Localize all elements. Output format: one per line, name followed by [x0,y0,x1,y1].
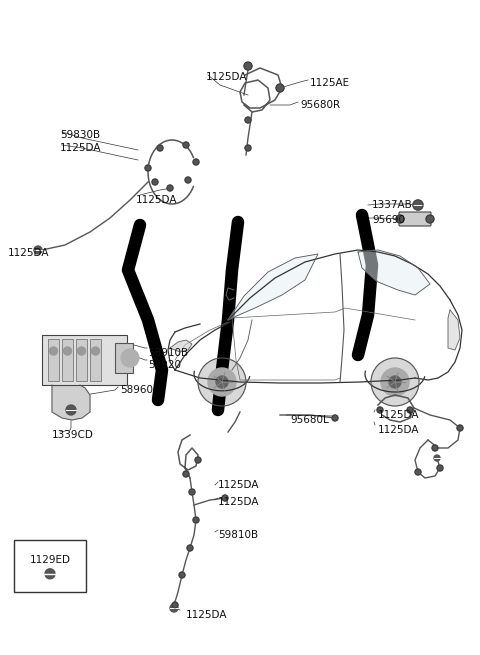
Circle shape [167,185,173,191]
Text: 1337AB: 1337AB [372,200,413,210]
Circle shape [426,215,434,223]
Circle shape [396,215,404,223]
Circle shape [245,117,251,123]
Circle shape [434,455,440,461]
Circle shape [381,368,409,396]
Text: 58910B: 58910B [148,348,188,358]
Text: 1125AE: 1125AE [310,78,350,88]
Bar [90,339,101,381]
Bar [42,335,127,385]
Text: 1125DA: 1125DA [206,72,248,82]
Circle shape [66,405,76,415]
Bar [62,339,73,381]
Bar [48,339,59,381]
Text: 1125DA: 1125DA [378,425,420,435]
Circle shape [437,465,443,471]
Text: 95690: 95690 [372,215,405,225]
Circle shape [145,165,151,171]
Circle shape [244,62,252,70]
Circle shape [34,246,42,254]
Polygon shape [358,250,430,295]
Bar [14,540,86,592]
Circle shape [152,179,158,185]
Circle shape [407,407,413,413]
Circle shape [183,471,189,477]
Text: 95680R: 95680R [300,100,340,110]
Polygon shape [228,254,318,320]
Text: 1339CD: 1339CD [52,430,94,440]
Circle shape [371,358,419,406]
Circle shape [49,347,58,355]
Circle shape [457,425,463,431]
Circle shape [63,347,72,355]
Circle shape [208,368,236,396]
Text: 1125DA: 1125DA [218,497,260,507]
Circle shape [389,376,401,388]
Circle shape [432,445,438,451]
Circle shape [222,495,228,501]
Circle shape [415,469,421,475]
Text: 59830B: 59830B [60,130,100,140]
Circle shape [92,347,99,355]
Circle shape [195,457,201,463]
Polygon shape [52,385,90,420]
Circle shape [193,159,199,165]
Bar [115,343,133,373]
Text: 1125DA: 1125DA [60,143,101,153]
Text: 58960: 58960 [120,385,153,395]
Text: 1125DA: 1125DA [218,480,260,490]
Circle shape [183,142,189,148]
Circle shape [187,545,193,551]
Circle shape [245,145,251,151]
Circle shape [45,569,55,579]
Text: 1125DA: 1125DA [136,195,178,205]
Circle shape [121,349,139,367]
Circle shape [216,376,228,388]
Bar [76,339,87,381]
Polygon shape [448,310,460,350]
Circle shape [193,517,199,523]
Circle shape [198,358,246,406]
Text: 59810B: 59810B [218,530,258,540]
Circle shape [189,489,195,495]
Circle shape [170,604,178,612]
FancyBboxPatch shape [399,212,431,226]
Text: 1125DA: 1125DA [378,410,420,420]
Text: 1125DA: 1125DA [8,248,49,258]
Circle shape [157,145,163,151]
Circle shape [413,200,423,210]
Text: 1129ED: 1129ED [30,555,71,565]
Text: 95680L: 95680L [290,415,329,425]
Text: 1125DA: 1125DA [186,610,228,620]
Polygon shape [170,340,192,352]
Circle shape [276,84,284,92]
Circle shape [377,407,383,413]
Circle shape [332,415,338,421]
Circle shape [172,602,178,608]
Text: 58920: 58920 [148,360,181,370]
Circle shape [185,177,191,183]
Circle shape [179,572,185,578]
Circle shape [77,347,85,355]
